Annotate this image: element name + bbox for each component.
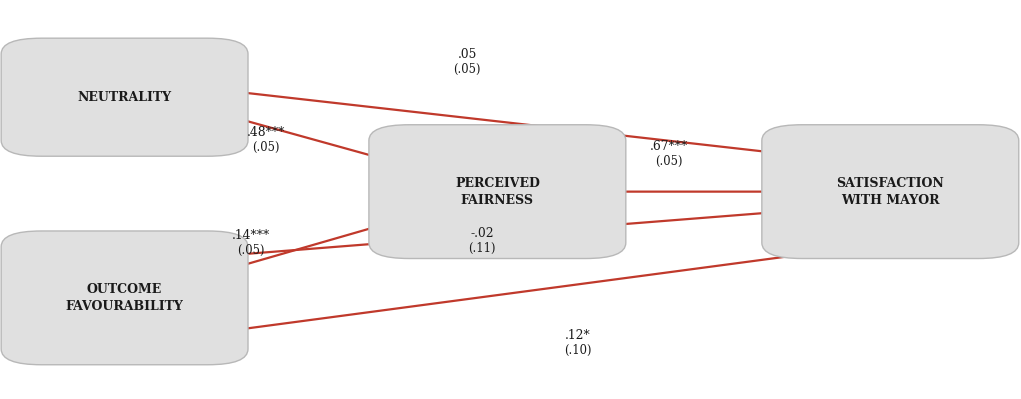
Text: (.11): (.11) — [469, 241, 496, 255]
Text: OUTCOME
FAVOURABILITY: OUTCOME FAVOURABILITY — [65, 283, 184, 313]
Text: .14***: .14*** — [232, 229, 270, 242]
Text: (.05): (.05) — [453, 63, 481, 75]
Text: (.05): (.05) — [654, 155, 682, 168]
FancyBboxPatch shape — [1, 38, 248, 156]
Text: PERCEIVED
FAIRNESS: PERCEIVED FAIRNESS — [455, 177, 540, 207]
Text: .48***: .48*** — [246, 126, 285, 139]
Text: (.05): (.05) — [237, 243, 264, 257]
Text: (.10): (.10) — [565, 344, 592, 357]
FancyBboxPatch shape — [762, 125, 1019, 259]
Text: NEUTRALITY: NEUTRALITY — [78, 91, 172, 104]
Text: .67***: .67*** — [649, 140, 688, 153]
FancyBboxPatch shape — [369, 125, 626, 259]
Text: .12*: .12* — [565, 329, 591, 342]
Text: .05: .05 — [457, 47, 477, 61]
Text: -.02: -.02 — [471, 227, 494, 240]
Text: SATISFACTION
WITH MAYOR: SATISFACTION WITH MAYOR — [836, 177, 944, 207]
FancyBboxPatch shape — [1, 231, 248, 365]
Text: (.05): (.05) — [252, 141, 280, 154]
